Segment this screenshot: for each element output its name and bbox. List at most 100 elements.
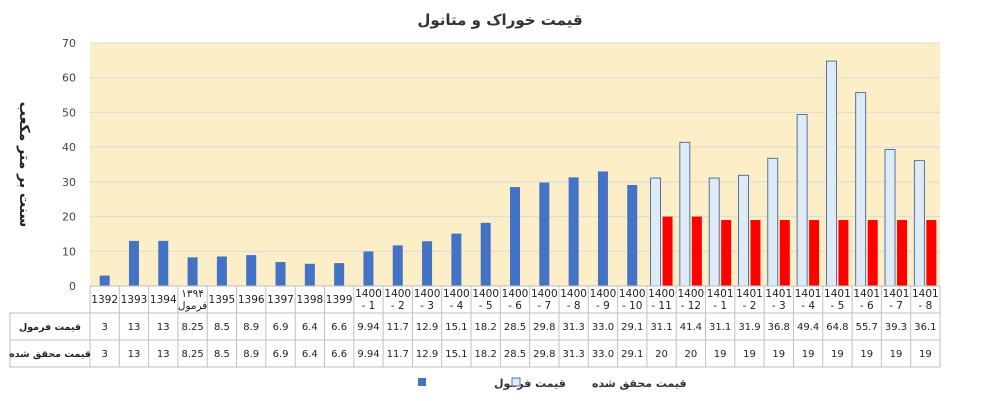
formula-price-bar (275, 262, 286, 286)
formula-price-bar (679, 141, 691, 287)
formula-price-bar (451, 233, 462, 286)
formula-price-bar (597, 171, 608, 286)
category-label: 1399 (326, 294, 353, 306)
data-label: 19 (860, 349, 873, 360)
category-label: 1401- 3 (765, 288, 792, 312)
category-label: 1400- 3 (414, 288, 441, 312)
category-label: 1400- 6 (502, 288, 529, 312)
data-table: 1392 1393 1394 ۱۳۹۴ فرمول 1395 1396 1397 1398 139… (9, 285, 941, 368)
legend: قیمت فرمول قیمت محقق شده (418, 377, 687, 390)
data-label: 19 (772, 349, 785, 360)
realized-price-bar (750, 220, 761, 286)
data-label: 3 (101, 349, 107, 360)
realized-price-bar (721, 220, 732, 286)
formula-price-bar (568, 177, 579, 286)
data-label: 12.9 (416, 322, 438, 333)
data-label: 33.0 (592, 322, 614, 333)
legend-label-formula: قیمت فرمول (494, 377, 566, 390)
formula-price-bar (826, 60, 837, 287)
category-label: 1400- 1 (355, 288, 382, 312)
data-label: 8.25 (181, 322, 203, 333)
data-label: 6.6 (331, 349, 347, 360)
data-label: 49.4 (797, 322, 819, 333)
realized-price-bar (897, 220, 908, 286)
data-label: 3 (101, 322, 107, 333)
data-label: 19 (919, 349, 932, 360)
formula-price-bar (510, 187, 520, 286)
formula-price-bar (158, 240, 169, 286)
data-label: 19 (743, 349, 756, 360)
data-label: 28.5 (504, 322, 526, 333)
category-label: 1395 (209, 294, 236, 306)
y-axis-ticks: 0 10 20 30 40 50 60 70 (62, 37, 76, 293)
data-label: 18.2 (475, 349, 497, 360)
data-label: 13 (128, 349, 141, 360)
data-label: 19 (890, 349, 903, 360)
formula-price-bar (99, 275, 110, 286)
category-label: 1400- 4 (443, 288, 470, 312)
category-label: 1400- 5 (472, 288, 499, 312)
data-label: 39.3 (885, 322, 907, 333)
data-label: 9.94 (357, 322, 379, 333)
category-label: 1396 (238, 294, 265, 306)
data-label: 19 (831, 349, 844, 360)
data-label: 19 (802, 349, 815, 360)
data-label: 11.7 (387, 349, 409, 360)
data-label: 13 (157, 349, 170, 360)
data-label: 29.8 (533, 349, 555, 360)
data-label: 8.5 (214, 349, 230, 360)
table-row-header-formula: قیمت فرمول (19, 322, 81, 333)
data-label: 31.9 (738, 322, 760, 333)
realized-price-bar (867, 220, 878, 286)
data-label: 41.4 (680, 322, 702, 333)
formula-price-bar (767, 157, 779, 287)
data-label: 12.9 (416, 349, 438, 360)
data-label: 19 (714, 349, 727, 360)
data-label: 6.9 (273, 349, 289, 360)
formula-price-bar (708, 177, 720, 287)
data-label: 36.8 (768, 322, 790, 333)
formula-price-bar (216, 256, 227, 286)
category-label: 1400- 11 (648, 288, 675, 312)
realized-price-bar (838, 220, 849, 286)
formula-price-bar (738, 174, 749, 287)
category-label: 1401- 5 (824, 288, 851, 312)
formula-price-bar (855, 92, 867, 287)
data-label: 6.6 (331, 322, 347, 333)
category-label: 1400- 12 (677, 288, 704, 312)
category-label: 1397 (267, 294, 294, 306)
formula-price-bar (884, 149, 896, 287)
legend-swatch-formula (418, 378, 426, 386)
data-label: 15.1 (445, 349, 467, 360)
category-label: 1400- 2 (384, 288, 411, 312)
category-label: 1400- 7 (531, 288, 558, 312)
data-label: 8.25 (181, 349, 203, 360)
data-label: 20 (684, 349, 697, 360)
data-label: 13 (128, 322, 141, 333)
realized-price-bar (809, 220, 820, 286)
category-label: 1401- 6 (853, 288, 880, 312)
category-label: 1398 (296, 294, 323, 306)
realized-price-bar (779, 220, 790, 286)
data-label: 55.7 (856, 322, 878, 333)
legend-label-realized: قیمت محقق شده (592, 377, 687, 390)
data-label: 28.5 (504, 349, 526, 360)
formula-price-bar (334, 263, 345, 286)
data-label: 9.94 (357, 349, 379, 360)
formula-price-bar (539, 182, 550, 286)
data-label: 13 (157, 322, 170, 333)
data-label: 6.4 (302, 349, 318, 360)
y-axis-label: سنت بر متر مکعب (16, 102, 32, 228)
data-label: 36.1 (914, 322, 936, 333)
data-label: 8.5 (214, 322, 230, 333)
y-tick-label: 20 (62, 211, 76, 224)
category-label: 1400- 10 (619, 288, 646, 312)
formula-price-bar (480, 222, 491, 286)
data-label: 31.3 (562, 349, 584, 360)
y-tick-label: 0 (69, 280, 76, 293)
formula-price-bar (650, 177, 661, 287)
data-label: 31.3 (562, 322, 584, 333)
category-label: 1401- 1 (707, 288, 734, 312)
realized-price-bar (926, 220, 937, 286)
data-label: 31.1 (650, 322, 672, 333)
